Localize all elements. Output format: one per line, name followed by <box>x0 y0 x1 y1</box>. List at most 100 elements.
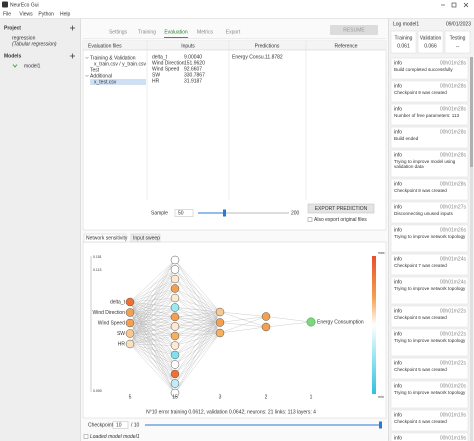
add-project[interactable] <box>70 25 75 31</box>
export-checkbox-label: Also export original files <box>314 217 367 223</box>
export-checkbox[interactable] <box>307 217 313 222</box>
tree-item[interactable]: Training & Validation <box>90 55 136 61</box>
log-message: Number of free parameters: 113 <box>394 112 460 118</box>
metric-name: Training <box>395 35 413 41</box>
model-item[interactable]: model1 <box>24 63 41 69</box>
close[interactable] <box>463 2 469 8</box>
link <box>129 288 176 345</box>
menu-item[interactable]: Views <box>19 11 33 17</box>
log-level: info <box>394 181 402 187</box>
log-time: 00h01m28s <box>440 181 467 187</box>
link <box>129 333 176 384</box>
checkpoint-input[interactable] <box>112 421 129 429</box>
tree-item[interactable]: Additional <box>90 73 112 79</box>
link <box>129 259 176 334</box>
link <box>265 316 312 323</box>
tab[interactable] <box>130 233 161 243</box>
sample-value[interactable]: 50 <box>178 210 184 216</box>
tree-item[interactable]: Test <box>90 67 100 73</box>
log-message-box: Trying to improve network topology <box>394 390 465 395</box>
tab[interactable]: Settings <box>109 29 128 35</box>
scroll-thumb[interactable] <box>470 57 473 167</box>
checkpoint-handle[interactable] <box>379 421 382 429</box>
link <box>129 269 176 324</box>
log-level: info <box>394 383 402 389</box>
tab[interactable]: Training <box>138 29 156 35</box>
tree-item[interactable]: x_test.csv <box>94 79 117 85</box>
neuron <box>125 329 135 338</box>
link <box>129 269 176 334</box>
neuron <box>170 284 180 293</box>
link <box>174 332 221 356</box>
link <box>129 278 176 303</box>
tab[interactable]: Metrics <box>197 29 214 35</box>
log-message: Trying to improve network topology <box>394 233 466 239</box>
link <box>174 332 221 337</box>
neuron <box>170 322 180 331</box>
layer-size: 15 <box>172 394 178 400</box>
neuron <box>215 328 225 338</box>
axis-label: 0.113 <box>93 268 102 272</box>
link <box>129 259 176 345</box>
add-model[interactable] <box>70 53 75 59</box>
checkpoint-value[interactable]: 10 <box>116 422 122 428</box>
link <box>174 322 221 384</box>
column-header: Predictions <box>255 43 280 49</box>
neuron <box>170 265 180 274</box>
slider-handle[interactable] <box>223 209 226 217</box>
input-node-label: HR <box>118 341 126 347</box>
neuron <box>170 350 180 360</box>
log-level: info <box>394 152 402 158</box>
tab[interactable]: Export <box>226 29 241 35</box>
prediction-value: 11.8782 <box>265 54 283 60</box>
colorbar-min: min <box>378 395 384 399</box>
resume-button[interactable] <box>330 25 378 35</box>
link <box>174 269 221 323</box>
link <box>129 322 176 327</box>
neuron <box>170 312 180 322</box>
log-time: 00h01m24s <box>440 279 467 285</box>
link <box>174 332 221 346</box>
log-card <box>390 80 469 103</box>
log-time: 00h01m22s <box>440 331 467 337</box>
tab-active[interactable] <box>83 233 127 243</box>
log-time: 00h01m22s <box>440 308 467 314</box>
link <box>129 301 176 327</box>
menu-item[interactable]: Help <box>60 11 71 17</box>
neuron <box>170 379 180 388</box>
link <box>174 297 221 323</box>
log-card <box>390 103 469 126</box>
project-type: (Tabular regression) <box>12 41 57 47</box>
menu-item[interactable]: Python <box>38 11 54 17</box>
log-card <box>390 253 469 276</box>
neuron <box>170 303 180 312</box>
log-message-box: Checkpoint 6 was created <box>394 315 447 320</box>
log-card <box>390 126 469 149</box>
layer-size: 3 <box>219 394 222 400</box>
neuron <box>261 322 271 332</box>
link <box>129 335 176 345</box>
maximize[interactable] <box>451 2 457 8</box>
log-time: 00h01m19s <box>440 435 467 441</box>
tree-chevron[interactable] <box>85 74 89 77</box>
tab[interactable]: Evaluation <box>164 29 188 35</box>
models-label: Models <box>4 53 21 59</box>
link <box>174 307 221 334</box>
checkpoint-total: / 10 <box>131 422 140 428</box>
bottom-tab[interactable]: Network sensitivity <box>86 235 128 241</box>
resume-label: RESUME <box>343 27 365 33</box>
log-message: Checkpoint 5 was created <box>394 366 447 372</box>
sample-input[interactable] <box>174 209 194 217</box>
input-name: HR <box>152 78 160 84</box>
export-button[interactable] <box>307 203 375 214</box>
menu-item[interactable]: File <box>3 11 11 17</box>
bottom-tab[interactable]: Input sweep <box>133 235 160 241</box>
input-value: 330.7867 <box>184 72 205 78</box>
neuron <box>170 388 180 398</box>
tree-chevron[interactable] <box>85 56 89 59</box>
tree-selection <box>90 79 146 85</box>
link <box>129 343 176 384</box>
tree-item[interactable]: x_train.csv / y_train.csv <box>94 61 146 67</box>
scrollbar[interactable] <box>470 57 473 441</box>
project-name[interactable]: regression <box>12 35 36 41</box>
